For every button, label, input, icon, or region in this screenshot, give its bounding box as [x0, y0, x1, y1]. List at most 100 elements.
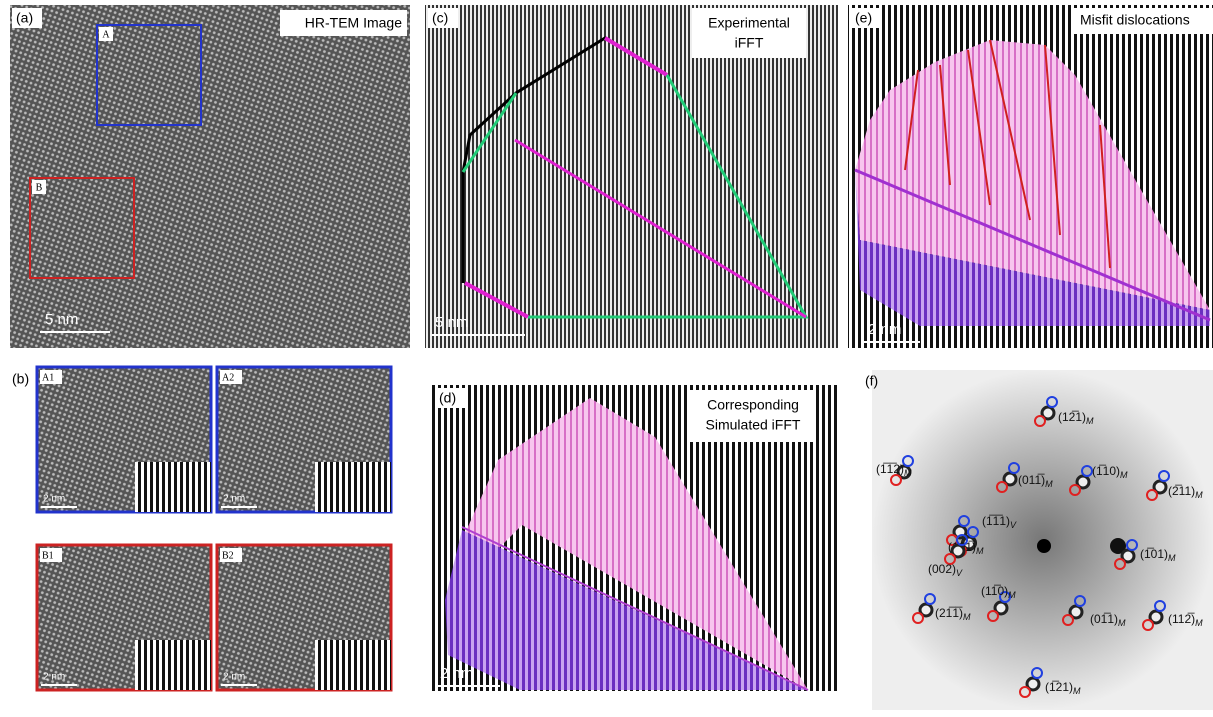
center-spot [1037, 539, 1051, 553]
spot [1075, 474, 1091, 490]
marker [1074, 595, 1086, 607]
boundary [514, 138, 807, 319]
miller-index: (1̅1̅1) [982, 514, 1010, 528]
label-bg [40, 548, 62, 562]
spot [1120, 548, 1136, 564]
dislocation-lines [904, 39, 1111, 269]
marker [902, 455, 914, 467]
panel-label: (a) [16, 10, 33, 26]
miller-index: (11̅0) [981, 584, 1008, 598]
miller-index: (1̅21) [1045, 680, 1073, 694]
region-bottom [445, 530, 808, 690]
panel-label: (c) [432, 10, 448, 26]
panel-f: (f) (12̅1)M(1̅1̅2)M (011̅)M(1̅10)M(2̅11)M… [865, 370, 1213, 710]
phase: V [956, 568, 963, 578]
miller-index: (112̅) [1168, 612, 1195, 626]
boundary [461, 526, 809, 691]
spot [1148, 609, 1164, 625]
inset [315, 640, 391, 690]
scale-label: 2 nm [440, 665, 473, 682]
label-bg [851, 8, 881, 28]
spot-label: (112̅)M [1168, 612, 1203, 628]
miller-index: (01̅1) [1090, 612, 1118, 626]
inset [315, 462, 391, 512]
spot [918, 602, 934, 618]
marker [1154, 600, 1166, 612]
spot [1152, 479, 1168, 495]
iffet-image [425, 5, 838, 348]
region-top [447, 398, 808, 690]
spot [1110, 538, 1126, 554]
spot-label: (1̅10)M [1092, 464, 1128, 480]
miller-index: (1̅1̅2) [876, 462, 904, 476]
scale-label: 2 nm [43, 494, 65, 505]
spot-label: (01̅1)M [1090, 612, 1126, 628]
label-bg [428, 8, 458, 28]
miller-index: (002) [928, 562, 956, 576]
miller-index: (2̅11) [1168, 484, 1195, 498]
miller-index: (011̅) [1018, 473, 1045, 487]
label-bg [220, 548, 242, 562]
marker [1142, 619, 1154, 631]
scale-label: 5 nm [435, 314, 468, 331]
miller-index: (1̅01) [1140, 547, 1168, 561]
inset [135, 462, 211, 512]
panel-d: (d) Corresponding Simulated iFFT 2 nm [432, 385, 838, 691]
miller-index: (1̅10) [1092, 464, 1120, 478]
phase: M [1195, 490, 1203, 500]
spot [1068, 604, 1084, 620]
marker [1008, 462, 1020, 474]
scale-label: 2 nm [43, 672, 65, 683]
miller-index: (21̅1̅) [935, 606, 963, 620]
marker [1046, 396, 1058, 408]
marker [996, 481, 1008, 493]
phase: M [1120, 470, 1128, 480]
boundary [461, 92, 518, 173]
phase: M [963, 612, 971, 622]
phase: M [1008, 590, 1016, 600]
panel-title: Experimental [708, 15, 790, 31]
subpanel-label: B2 [222, 550, 234, 561]
marker [987, 610, 999, 622]
phase: M [904, 468, 912, 478]
spot [1025, 676, 1041, 692]
marker [999, 591, 1011, 603]
marker [1031, 667, 1043, 679]
marker [1062, 614, 1074, 626]
spot [950, 543, 966, 559]
label-bg [435, 388, 465, 408]
box-b [29, 177, 135, 279]
boundary [854, 168, 1211, 322]
boundary [603, 36, 669, 77]
marker [944, 553, 956, 565]
spot-label: (1̅01)M [1140, 547, 1176, 563]
spot-label: (21̅1̅)M [935, 606, 971, 622]
box-label-bg [99, 27, 113, 41]
phase: M [1118, 618, 1126, 628]
panel-label: (f) [865, 373, 878, 389]
label-bg [12, 8, 42, 28]
spot [1002, 471, 1018, 487]
label-bg [40, 370, 62, 384]
panel-title: Corresponding [707, 397, 799, 413]
panel-b: (b) A1 2 nm A2 2 nm B1 2 nm B2 2 nm [12, 365, 393, 692]
box-a [96, 24, 202, 126]
phase: V [1010, 520, 1017, 530]
panel-a: (a) HR-TEM Image A B 5 nm [10, 5, 410, 348]
scale-label: 5 nm [45, 311, 78, 328]
subpanel-label: A2 [222, 372, 234, 383]
marker [1034, 415, 1046, 427]
hrtem-image [10, 5, 410, 348]
phase: M [976, 546, 984, 556]
spot-label: (002)V [928, 562, 963, 578]
subpanel-label: B1 [42, 550, 54, 561]
box-label-bg [32, 180, 46, 194]
panel-title: Misfit dislocations [1080, 12, 1190, 28]
panel-c: (c) Experimental iFFT 5 nm [425, 5, 838, 348]
title-bg [280, 10, 407, 36]
panel-label: (d) [439, 390, 456, 406]
title-bg [1074, 8, 1213, 34]
spot [993, 600, 1009, 616]
marker [1019, 686, 1031, 698]
region-bottom [855, 170, 1210, 326]
